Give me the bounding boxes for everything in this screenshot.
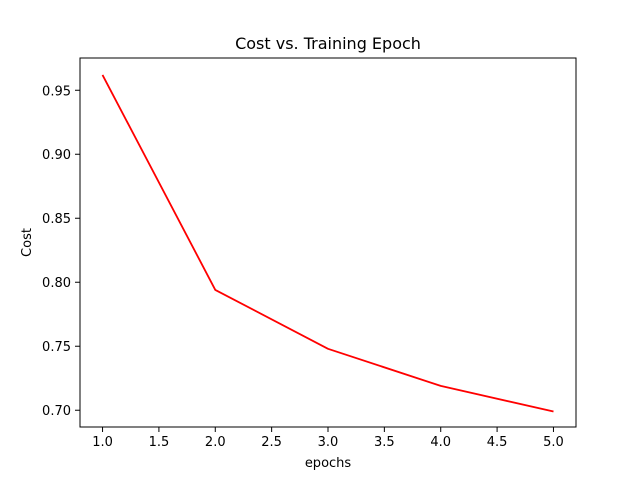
x-tick-label: 3.5 (374, 435, 395, 450)
x-tick-label: 4.0 (430, 435, 451, 450)
x-axis-label: epochs (305, 456, 352, 471)
y-tick-label: 0.95 (42, 84, 71, 99)
y-tick-label: 0.70 (42, 404, 71, 419)
x-tick-label: 3.0 (318, 435, 339, 450)
y-tick-label: 0.80 (42, 276, 71, 291)
y-tick-label: 0.90 (42, 148, 71, 163)
x-tick-label: 5.0 (543, 435, 564, 450)
y-axis-label: Cost (20, 228, 35, 257)
series-line (101, 74, 554, 413)
x-tick-label: 2.5 (261, 435, 282, 450)
x-tick-label: 4.5 (487, 435, 508, 450)
chart-title: Cost vs. Training Epoch (235, 34, 421, 53)
x-tick-label: 1.0 (92, 435, 113, 450)
x-tick-label: 2.0 (205, 435, 226, 450)
x-tick-label: 1.5 (149, 435, 170, 450)
y-tick-label: 0.85 (42, 212, 71, 227)
plot-area (101, 74, 554, 413)
y-tick-label: 0.75 (42, 340, 71, 355)
